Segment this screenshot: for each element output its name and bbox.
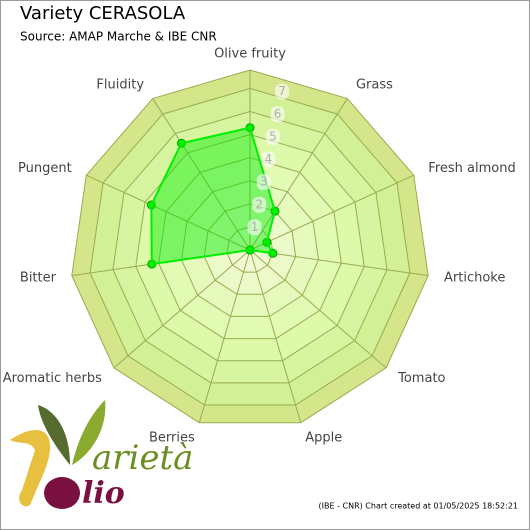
tick-bg	[270, 106, 285, 123]
axis-spoke	[113, 249, 251, 369]
radar-area	[150, 126, 276, 266]
axis-spoke	[249, 249, 302, 423]
chart-subtitle: Source: AMAP Marche & IBE CNR	[20, 30, 217, 44]
logo-leaf	[38, 405, 70, 465]
axis-label: Fluidity	[96, 78, 144, 93]
axis-spoke	[249, 249, 387, 369]
chart-title: Variety CERASOLA	[20, 3, 186, 24]
axis-label: Pungent	[18, 161, 72, 176]
logo: arietà lio	[10, 400, 193, 511]
tick-bg	[256, 174, 271, 191]
logo-olive	[44, 477, 80, 509]
axis-label: Berries	[149, 431, 195, 446]
logo-text: arietà	[92, 438, 193, 478]
axis-label: Bitter	[20, 270, 57, 285]
axis-spoke	[152, 98, 251, 251]
axis-label: Olive fruity	[214, 47, 286, 62]
tick-bg	[261, 151, 276, 168]
axis-label: Artichoke	[444, 270, 505, 285]
logo-shape	[10, 430, 51, 507]
axis-label: Aromatic herbs	[3, 371, 102, 386]
logo-text: lio	[82, 476, 125, 511]
axis-spoke	[198, 249, 251, 423]
axis-label: Grass	[356, 78, 393, 93]
tick-bg	[265, 128, 280, 145]
logo-leaf	[72, 400, 106, 465]
axis-label: Apple	[305, 431, 342, 446]
footer: (IBE - CNR) Chart created at 01/05/2025 …	[319, 502, 519, 511]
tick-bg	[252, 196, 267, 213]
axis-spoke	[249, 98, 348, 251]
axis-label: Tomato	[397, 371, 445, 386]
axis-spoke	[249, 249, 429, 277]
axis-spoke	[86, 174, 251, 251]
axis-label: Fresh almond	[428, 161, 515, 176]
tick-bg	[275, 83, 290, 100]
tick-bg	[247, 219, 262, 236]
axis-spoke	[249, 174, 414, 251]
